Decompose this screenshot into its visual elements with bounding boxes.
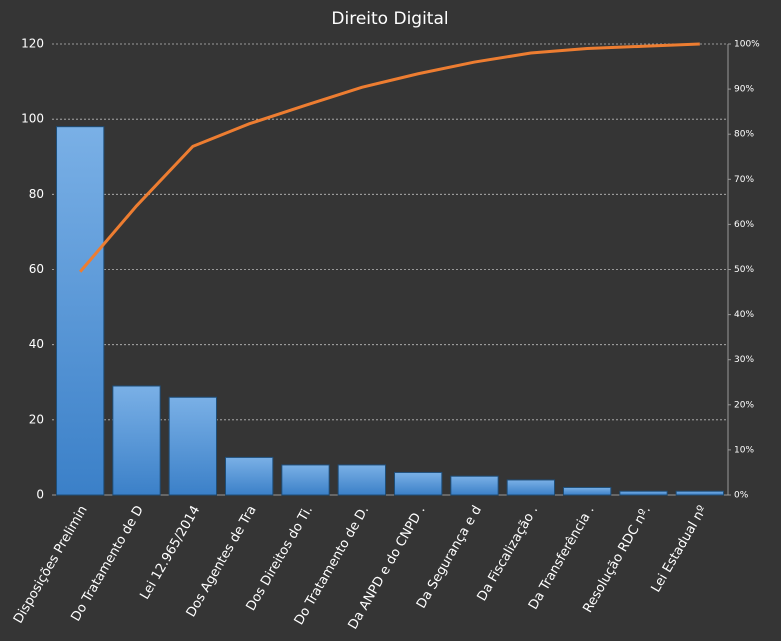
y2-tick-label: 60% xyxy=(734,220,754,230)
bar xyxy=(281,464,330,496)
y2-tick-label: 100% xyxy=(734,40,760,50)
bar xyxy=(675,490,724,496)
bar xyxy=(506,479,555,496)
bar xyxy=(619,490,668,496)
bar xyxy=(112,385,161,496)
chart-title: Direito Digital xyxy=(331,9,448,29)
y2-tick-label: 50% xyxy=(734,265,754,275)
y-tick-label: 40 xyxy=(29,337,44,351)
y2-tick-label: 30% xyxy=(734,355,754,365)
y2-tick-label: 40% xyxy=(734,310,754,320)
y-tick-label: 20 xyxy=(29,412,44,426)
bar xyxy=(56,126,105,496)
y2-tick-label: 90% xyxy=(734,85,754,95)
y2-tick-label: 70% xyxy=(734,175,754,185)
cumulative-line xyxy=(79,42,700,273)
y2-tick-label: 80% xyxy=(734,130,754,140)
y-tick-label: 100 xyxy=(21,112,44,126)
bar xyxy=(225,456,274,496)
y-tick-label: 0 xyxy=(36,488,44,502)
bar xyxy=(450,475,499,496)
y-tick-label: 80 xyxy=(29,187,44,201)
y-tick-label: 60 xyxy=(29,262,44,276)
y2-tick-label: 20% xyxy=(734,400,754,410)
y2-tick-label: 10% xyxy=(734,445,754,455)
bar xyxy=(563,486,612,496)
y-tick-label: 120 xyxy=(21,37,44,51)
y2-tick-label: 0% xyxy=(734,491,749,501)
bar xyxy=(168,396,217,496)
bar xyxy=(337,464,386,496)
bar xyxy=(394,471,443,496)
